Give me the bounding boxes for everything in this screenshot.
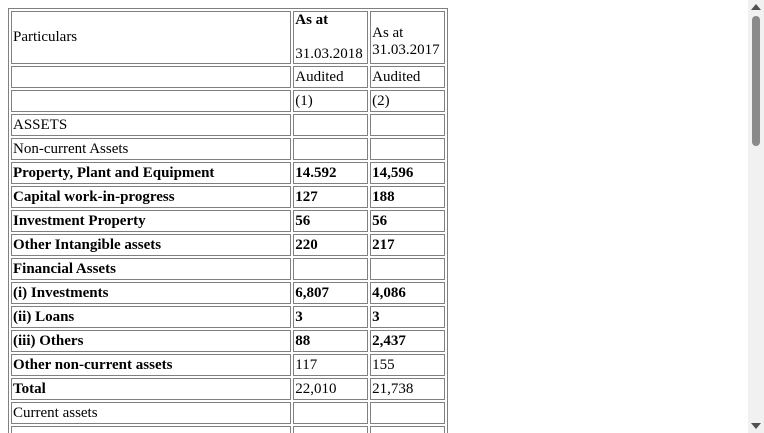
row-value-2017 (370, 114, 445, 136)
row-value-2018: 3 (293, 306, 369, 328)
row-value-2017: 217 (370, 234, 445, 256)
row-value-2017: 21,738 (370, 378, 445, 400)
table-row: Other non-current assets 117 155 (11, 354, 445, 376)
row-value-2017: 3 (370, 306, 445, 328)
balance-sheet-table: Particulars As at 31.03.2018 As at 31.03… (8, 8, 448, 433)
row-value-2017: 4,086 (370, 282, 445, 304)
row-value-2018 (293, 114, 369, 136)
row-value-2018: 14.592 (293, 162, 369, 184)
row-label: ASSETS (11, 114, 292, 136)
row-label: Total (11, 378, 292, 400)
row-label: Investment Property (11, 210, 292, 232)
table-row: Other Intangible assets 220 217 (11, 234, 445, 256)
header-row: Particulars As at 31.03.2018 As at 31.03… (11, 11, 445, 64)
table-row: Financial Assets (11, 258, 445, 280)
col1-as-at: As at (295, 12, 328, 28)
row-label: Capital work-in-progress (11, 186, 292, 208)
col1-audit: Audited (293, 66, 369, 88)
row-label: Other non-current assets (11, 354, 292, 376)
particulars-header: Particulars (11, 11, 292, 64)
col2-as-at: As at (372, 24, 404, 41)
row-label: Non-current Assets (11, 138, 292, 160)
row-label: Current assets (11, 402, 292, 424)
row-value-2018 (293, 138, 369, 160)
row-value-2017: 188 (370, 186, 445, 208)
row-label: Financial Assets (11, 258, 292, 280)
audit-row-label (11, 66, 292, 88)
index-row: (1) (2) (11, 90, 445, 112)
vertical-scrollbar[interactable] (748, 0, 764, 433)
audit-row: Audited Audited (11, 66, 445, 88)
row-value-2017 (370, 258, 445, 280)
row-value-2018: 117 (293, 354, 369, 376)
col2-date: 31.03.2017 (372, 41, 440, 58)
row-label: Other Intangible assets (11, 234, 292, 256)
row-value-2017 (370, 138, 445, 160)
row-value-2018 (293, 258, 369, 280)
row-value-2018: 6,807 (293, 282, 369, 304)
document-viewport: Particulars As at 31.03.2018 As at 31.03… (8, 8, 448, 433)
row-value-2017: 14,596 (370, 162, 445, 184)
row-value-2017: 2,437 (370, 330, 445, 352)
scrollbar-thumb[interactable] (752, 16, 760, 146)
col1-index: (1) (293, 90, 369, 112)
row-label: (ii) Loans (11, 306, 292, 328)
row-label (11, 426, 292, 433)
table-row: Total 22,010 21,738 (11, 378, 445, 400)
row-value-2018 (293, 426, 369, 433)
row-value-2017 (370, 402, 445, 424)
col1-header: As at 31.03.2018 (293, 11, 369, 64)
col2-audit: Audited (370, 66, 445, 88)
table-row: Non-current Assets (11, 138, 445, 160)
table-row: Current assets (11, 402, 445, 424)
table-row: (ii) Loans 3 3 (11, 306, 445, 328)
scroll-up-arrow-icon[interactable] (748, 0, 764, 14)
row-value-2018: 220 (293, 234, 369, 256)
table-row: ASSETS (11, 114, 445, 136)
scroll-down-arrow-icon[interactable] (748, 419, 764, 433)
row-label: Property, Plant and Equipment (11, 162, 292, 184)
row-value-2018: 56 (293, 210, 369, 232)
col2-header: As at 31.03.2017 (370, 11, 445, 64)
table-row: (i) Investments 6,807 4,086 (11, 282, 445, 304)
row-value-2017: 155 (370, 354, 445, 376)
row-value-2018: 127 (293, 186, 369, 208)
table-row: Capital work-in-progress 127 188 (11, 186, 445, 208)
row-value-2018: 88 (293, 330, 369, 352)
col1-as-at-text: As at (295, 12, 329, 28)
row-label: (iii) Others (11, 330, 292, 352)
row-value-2017: 56 (370, 210, 445, 232)
row-value-2018 (293, 402, 369, 424)
col1-date: 31.03.2018 (295, 46, 363, 62)
table-row: Investment Property 56 56 (11, 210, 445, 232)
row-value-2017 (370, 426, 445, 433)
col2-index: (2) (370, 90, 445, 112)
table-row: Property, Plant and Equipment 14.592 14,… (11, 162, 445, 184)
table-row: (iii) Others 88 2,437 (11, 330, 445, 352)
row-value-2018: 22,010 (293, 378, 369, 400)
row-label: (i) Investments (11, 282, 292, 304)
table-row (11, 426, 445, 433)
index-row-label (11, 90, 292, 112)
